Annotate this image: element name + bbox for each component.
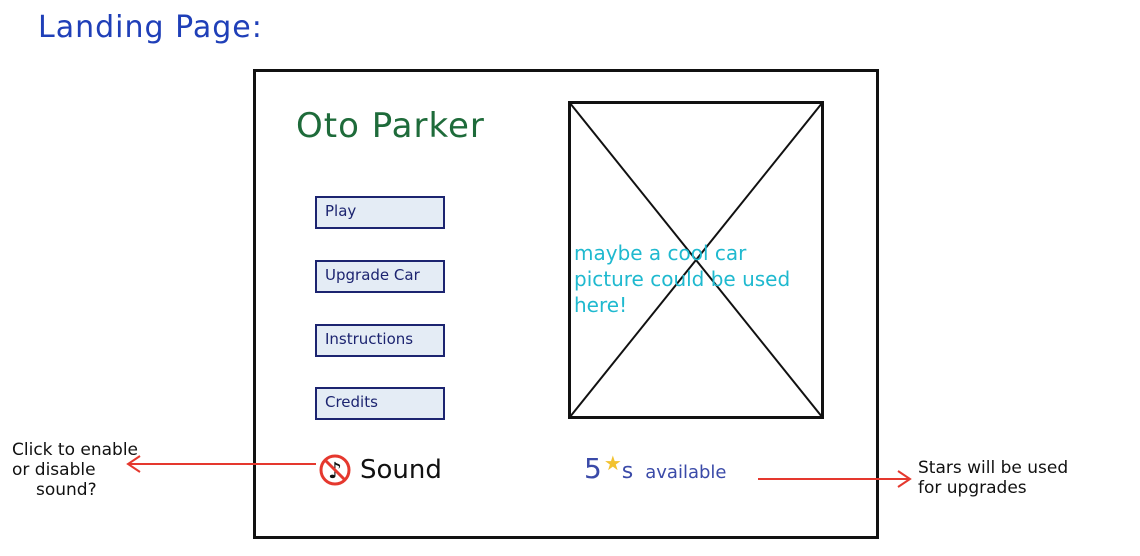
stars-suffix: s xyxy=(621,459,634,484)
stars-available: 5 ★ s available xyxy=(584,451,727,485)
credits-button[interactable]: Credits xyxy=(315,387,445,420)
stars-annotation-line: for upgrades xyxy=(918,478,1027,498)
sound-annotation-line: Click to enable xyxy=(12,440,139,460)
sound-annotation-line: or disable xyxy=(12,460,96,480)
app-title: Oto Parker xyxy=(296,106,485,146)
play-button[interactable]: Play xyxy=(315,196,445,229)
muted-music-note-icon[interactable]: ♪ xyxy=(318,453,352,487)
sound-label: Sound xyxy=(360,455,442,485)
sound-annotation: Click to enable or disable sound? xyxy=(12,440,138,500)
landing-screen-frame: Oto Parker Play Upgrade Car Instructions… xyxy=(253,69,879,539)
image-placeholder-note: maybe a cool car picture could be used h… xyxy=(574,241,791,317)
stars-annotation-line: Stars will be used xyxy=(918,458,1069,478)
star-icon: ★ xyxy=(603,451,622,475)
stars-annotation: Stars will be used for upgrades xyxy=(918,458,1068,498)
page-heading: Landing Page: xyxy=(38,10,263,45)
sound-annotation-line: sound? xyxy=(36,480,97,500)
stars-count: 5 xyxy=(584,452,602,485)
car-image-placeholder xyxy=(568,101,824,419)
stars-available-label: available xyxy=(645,462,727,483)
instructions-button[interactable]: Instructions xyxy=(315,324,445,357)
sound-toggle[interactable]: ♪ Sound xyxy=(318,450,442,490)
upgrade-car-button[interactable]: Upgrade Car xyxy=(315,260,445,293)
